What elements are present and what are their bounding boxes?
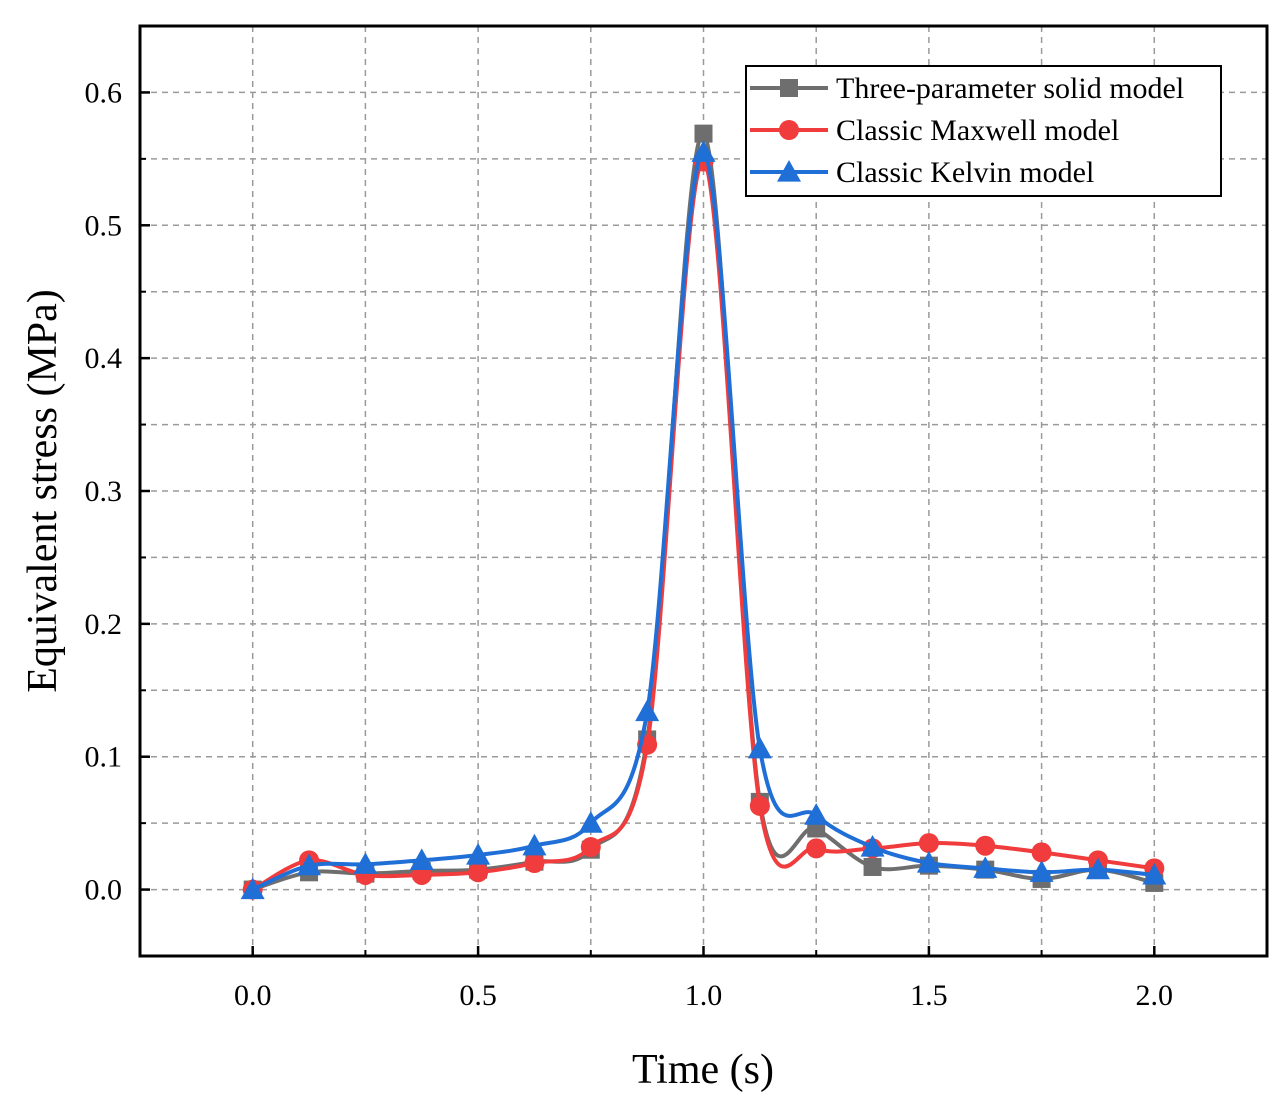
x-tick-label: 2.0: [1136, 979, 1174, 1012]
data-point: [240, 877, 265, 900]
data-point: [635, 699, 660, 722]
data-point: [691, 140, 716, 162]
y-tick-label: 0.2: [85, 608, 123, 641]
y-tick-label: 0.1: [85, 741, 123, 774]
data-point: [863, 857, 882, 876]
data-point: [580, 837, 601, 858]
x-tick-label: 0.5: [459, 979, 497, 1012]
axis-ticks: 0.0 0.5 1.0 1.5 2.0 0.0 0.1 0.2 0.3 0.4 0.5 0.6: [85, 76, 1174, 1012]
data-point: [860, 835, 885, 857]
data-point: [804, 803, 829, 825]
x-tick-label: 0.0: [234, 979, 272, 1012]
y-tick-label: 0.5: [85, 209, 123, 242]
data-point: [297, 853, 322, 876]
data-point: [522, 833, 547, 856]
data-point: [975, 835, 996, 856]
y-tick-label: 0.4: [85, 342, 123, 375]
data-point: [973, 856, 998, 878]
legend-label: Three-parameter solid model: [836, 72, 1184, 105]
data-point: [466, 843, 491, 865]
data-point: [1031, 842, 1052, 863]
data-point: [1029, 860, 1054, 882]
y-tick-label: 0.3: [85, 475, 123, 508]
data-point: [353, 852, 378, 874]
data-point: [1085, 857, 1110, 880]
x-tick-label: 1.5: [910, 979, 948, 1012]
data-point: [409, 848, 434, 870]
data-point: [916, 851, 941, 873]
legend: Three-parameter solid model Classic Maxwe…: [745, 65, 1222, 197]
legend-label: Classic Kelvin model: [836, 156, 1094, 189]
legend-label: Classic Maxwell model: [836, 114, 1119, 147]
data-point: [806, 838, 827, 859]
y-tick-label: 0.6: [85, 76, 123, 109]
data-point: [1142, 862, 1167, 885]
x-tick-label: 1.0: [685, 979, 723, 1012]
series-classic-kelvin-model: [240, 140, 1167, 900]
legend-marker: [779, 120, 799, 140]
series-group: [240, 124, 1167, 900]
data-point: [749, 795, 770, 816]
data-point: [747, 736, 772, 759]
data-point: [578, 811, 603, 833]
legend-marker: [777, 160, 801, 182]
data-point: [918, 833, 939, 854]
legend-marker: [780, 79, 798, 97]
x-axis-title: Time (s): [632, 1047, 774, 1093]
data-point: [411, 864, 432, 885]
data-point: [524, 853, 545, 873]
data-point: [468, 862, 489, 883]
data-point: [694, 124, 713, 143]
y-axis-title: Equivalent stress (MPa): [20, 289, 66, 693]
y-tick-label: 0.0: [85, 874, 123, 907]
